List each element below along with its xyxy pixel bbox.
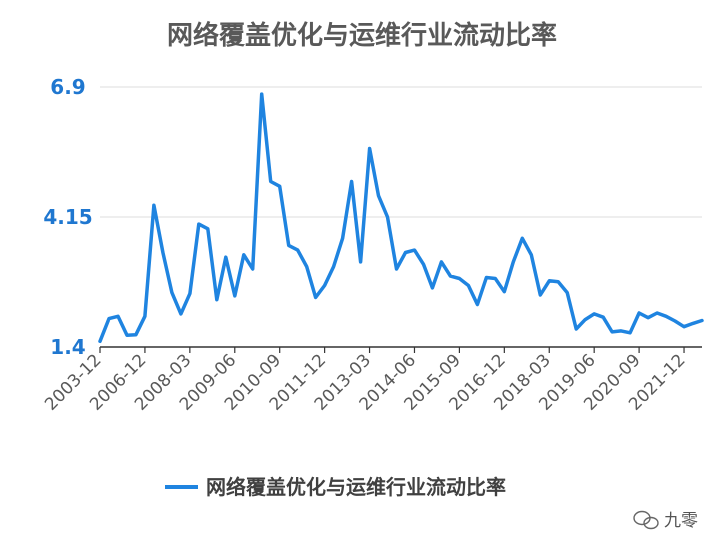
legend: 网络覆盖优化与运维行业流动比率 <box>165 475 506 499</box>
series-group <box>98 92 704 344</box>
grid-lines <box>100 86 702 348</box>
y-tick-label: 4.15 <box>43 205 92 229</box>
series-line <box>98 92 704 344</box>
x-axis: 2003-122006-122008-032009-062010-092011-… <box>41 346 702 415</box>
wechat-icon <box>633 510 659 530</box>
legend-label: 网络覆盖优化与运维行业流动比率 <box>206 475 506 499</box>
y-tick-label: 6.9 <box>50 75 85 99</box>
chart-title: 网络覆盖优化与运维行业流动比率 <box>167 20 557 51</box>
y-axis: 1.4 4.15 6.9 <box>43 75 92 359</box>
y-tick-label: 1.4 <box>50 335 85 359</box>
watermark: 九零 <box>633 510 698 531</box>
watermark-text: 九零 <box>664 511 698 531</box>
